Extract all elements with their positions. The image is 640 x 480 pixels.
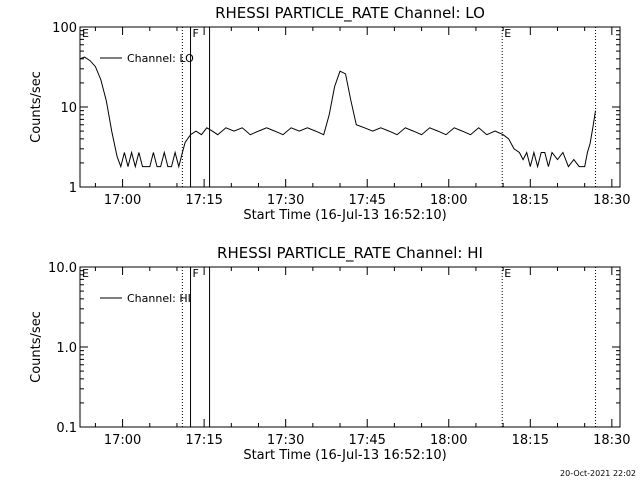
chart1-x-axis-label: Start Time (16-Jul-13 16:52:10) [243,448,446,463]
chart1-xtick-label: 18:30 [593,433,630,448]
footer-timestamp: 20-Oct-2021 22:02 [560,469,636,478]
chart0-x-axis-label: Start Time (16-Jul-13 16:52:10) [243,208,446,223]
chart0-title: RHESSI PARTICLE_RATE Channel: LO [215,4,485,23]
chart0-ytick-label: 1 [69,181,77,196]
chart1-flag-label: F [193,267,199,280]
chart1-flag-label: E [82,267,89,280]
chart0-y-axis-label: Counts/sec [29,71,44,143]
chart0-flag-label: E [82,27,89,40]
chart0-xtick-label: 18:15 [512,193,549,208]
chart0-flag-label: F [193,27,199,40]
chart1-xtick-label: 18:00 [430,433,467,448]
chart0-xtick-label: 17:30 [267,193,304,208]
chart1-flag-label: E [504,267,511,280]
chart1-xtick-label: 17:30 [267,433,304,448]
chart1-title: RHESSI PARTICLE_RATE Channel: HI [217,244,483,263]
chart0-xtick-label: 18:00 [430,193,467,208]
chart1-ytick-label: 0.1 [56,421,77,436]
chart1-plot-frame [79,266,621,428]
chart0-xtick-label: 17:15 [185,193,222,208]
chart1-xtick-label: 17:00 [104,433,141,448]
chart0-xtick-label: 17:00 [104,193,141,208]
chart0-xtick-label: 17:45 [348,193,385,208]
chart1-y-axis-label: Counts/sec [29,311,44,383]
chart0-ytick-label: 10 [60,101,77,116]
chart1-ytick-label: 10.0 [48,261,77,276]
chart1-xtick-label: 18:15 [512,433,549,448]
chart1-xtick-label: 17:15 [185,433,222,448]
chart0-series-line [79,56,596,169]
chart1-xtick-label: 17:45 [348,433,385,448]
chart0-xtick-label: 18:30 [593,193,630,208]
chart0-legend-label: Channel: LO [127,52,194,65]
chart0-flag-label: E [504,27,511,40]
chart1-legend-label: Channel: HI [127,292,191,305]
chart1-ytick-label: 1.0 [56,341,77,356]
chart0-ytick-label: 100 [52,21,77,36]
